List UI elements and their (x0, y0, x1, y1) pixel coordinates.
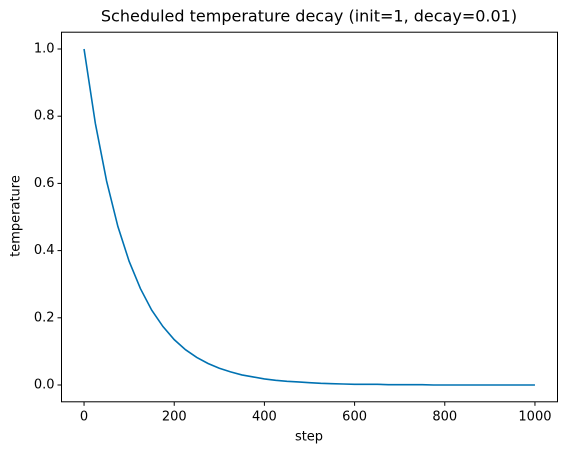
data-line (83, 48, 535, 386)
x-axis-label: step (295, 430, 323, 445)
y-tick-label: 0.8 (34, 109, 55, 124)
y-tick-label: 0.4 (34, 243, 55, 258)
chart-title: Scheduled temperature decay (init=1, dec… (101, 7, 517, 26)
x-tick-label: 1000 (518, 409, 551, 424)
x-tick-label: 800 (432, 409, 457, 424)
y-axis-label: temperature (9, 175, 24, 257)
x-tick-label: 400 (252, 409, 277, 424)
x-tick-label: 600 (342, 409, 367, 424)
y-tick-label: 0.6 (34, 176, 55, 191)
x-tick-label: 200 (162, 409, 187, 424)
y-tick-label: 0.0 (34, 378, 55, 393)
y-tick-label: 0.2 (34, 310, 55, 325)
y-tick-label: 1.0 (34, 42, 55, 57)
plot-frame (61, 31, 558, 403)
x-tick-label: 0 (80, 409, 88, 424)
